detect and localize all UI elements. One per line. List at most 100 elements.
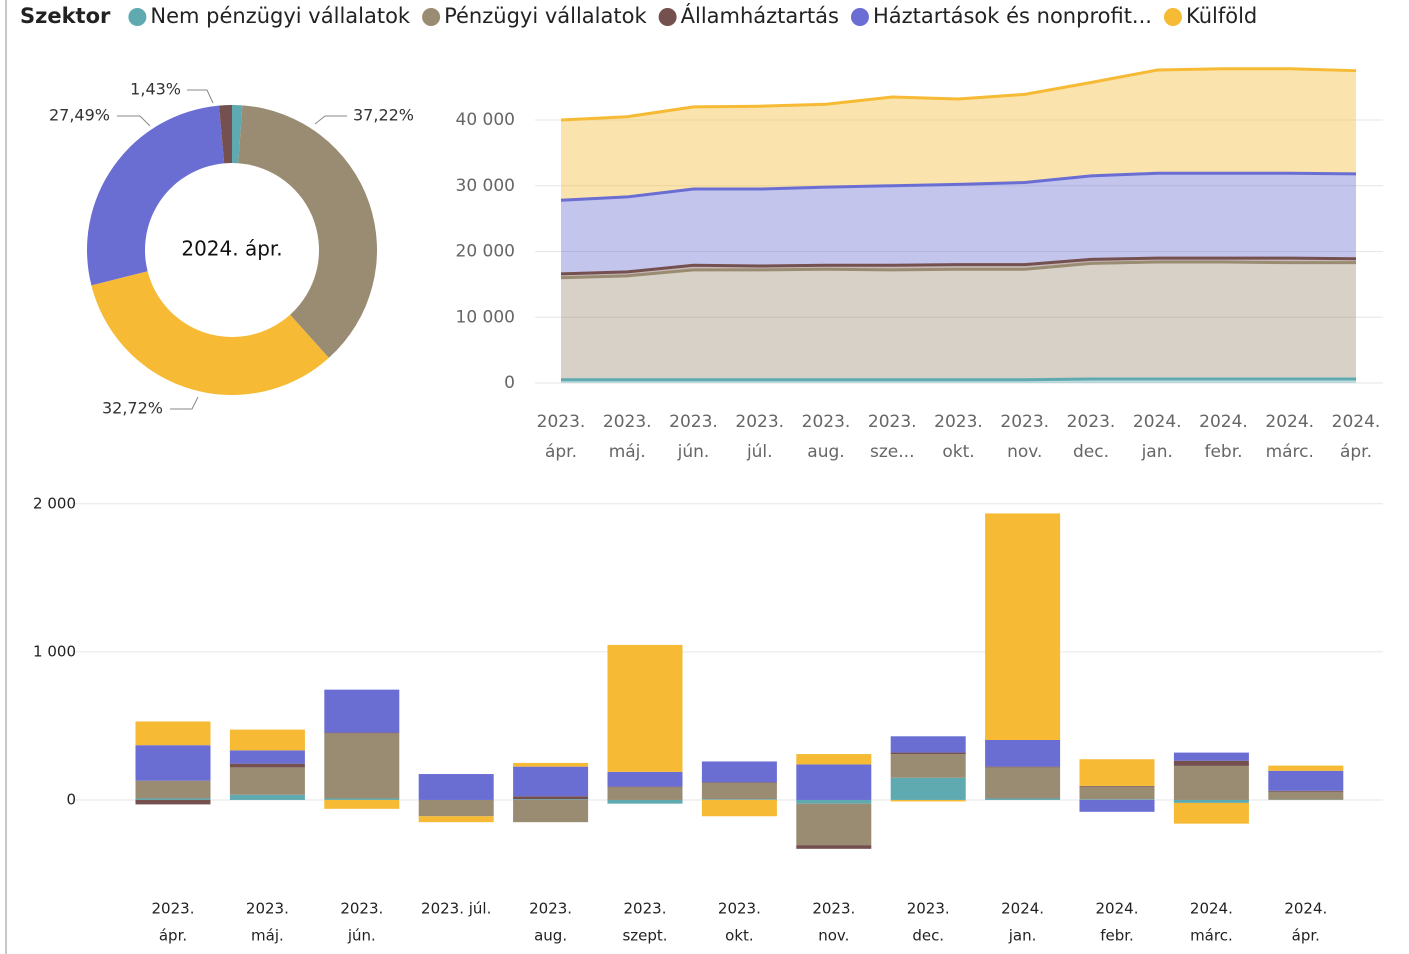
x-tick-label: 2023. (340, 900, 383, 918)
bar-segment (607, 644, 683, 772)
x-tick-label: jan. (1008, 927, 1037, 945)
bar-segment (135, 780, 211, 799)
x-tick-label: 2023. (868, 412, 917, 432)
bar-segment (135, 745, 211, 781)
x-tick-label: okt. (725, 927, 754, 945)
bar-segment (890, 799, 966, 802)
bar-segment (985, 767, 1061, 799)
bar-segment (229, 767, 305, 795)
x-tick-label: jún. (677, 442, 710, 462)
bar-segment (1173, 799, 1249, 803)
x-tick-label: jún. (347, 927, 376, 945)
legend-title: Szektor (20, 4, 111, 28)
bar-segment (796, 845, 872, 849)
bar-segment (985, 513, 1061, 740)
bar-segment (513, 799, 589, 800)
bar-segment (985, 739, 1061, 767)
x-tick-label: 2023. (802, 412, 851, 432)
area-line (560, 67, 1357, 122)
x-tick-label: jan. (1141, 442, 1173, 462)
leader-line (117, 115, 151, 127)
data-label: 27,49% (49, 106, 110, 125)
area-band (561, 173, 1356, 274)
legend-marker (128, 8, 147, 26)
bar-segment (1079, 785, 1155, 787)
y-tick-label: 1 000 (33, 642, 76, 660)
bar-segment (324, 689, 400, 733)
bar-segment (324, 799, 400, 809)
bar-segment (513, 799, 589, 823)
area-line (561, 377, 1356, 382)
bar-segment (1079, 799, 1155, 800)
x-tick-label: ápr. (1340, 442, 1372, 462)
bar-segment (513, 762, 589, 767)
bar-segment (701, 782, 777, 783)
x-tick-label: 2024. (1096, 900, 1139, 918)
x-tick-label: ápr. (1292, 927, 1320, 945)
leader-line (314, 115, 347, 125)
y-tick-label: 0 (66, 790, 76, 808)
x-tick-label: 2024. (1001, 900, 1044, 918)
bar-segment (701, 761, 777, 783)
bar-segment (418, 816, 494, 823)
legend-label: Nem pénzügyi vállalatok (150, 4, 411, 28)
bar-segment (324, 798, 400, 800)
x-tick-label: 2023. (624, 900, 667, 918)
bar-segment (701, 799, 777, 800)
leader-line (187, 89, 214, 104)
bar-segment (1268, 791, 1344, 800)
x-tick-label: 2023. (152, 900, 195, 918)
x-tick-label: 2024. (1190, 900, 1233, 918)
area-band (561, 68, 1356, 201)
bar-segment (229, 794, 305, 800)
bar-segment (135, 721, 211, 746)
legend-label: Külföld (1186, 4, 1257, 28)
x-tick-label: márc. (1190, 927, 1233, 945)
bar-segment (1173, 752, 1249, 761)
bar-segment (607, 786, 683, 788)
donut-slice (87, 105, 225, 286)
x-tick-label: dec. (912, 927, 944, 945)
y-tick-label: 10 000 (456, 307, 515, 327)
bar-segment (796, 799, 872, 804)
x-tick-label: márc. (1266, 442, 1314, 462)
x-tick-label: 2023. (603, 412, 652, 432)
data-label: 37,22% (353, 106, 414, 125)
x-tick-label: 2023. (907, 900, 950, 918)
x-tick-label: szept. (622, 927, 667, 945)
x-tick-label: okt. (942, 442, 974, 462)
bar-segment (796, 764, 872, 800)
area-band (561, 262, 1356, 380)
legend-label: Pénzügyi vállalatok (444, 4, 647, 28)
x-tick-label: 2024. (1284, 900, 1327, 918)
bar-segment (1079, 759, 1155, 786)
area-line (560, 260, 1356, 280)
legend-marker (1163, 8, 1182, 26)
bar-segment (607, 771, 683, 787)
bar-segment (418, 799, 494, 817)
x-tick-label: 2023. (529, 900, 572, 918)
x-tick-label: 2023. (246, 900, 289, 918)
bar-segment (701, 782, 777, 800)
bar-segment (985, 766, 1061, 768)
x-tick-label: febr. (1204, 442, 1242, 462)
y-tick-label: 0 (504, 373, 515, 393)
x-tick-label: aug. (534, 927, 567, 945)
x-tick-label: máj. (251, 927, 284, 945)
x-tick-label: 2024. (1332, 412, 1381, 432)
bar-segment (1173, 765, 1249, 800)
bar-segment (985, 798, 1061, 800)
legend-marker (850, 8, 869, 26)
data-label: 1,43% (130, 80, 181, 99)
donut-slice (238, 105, 377, 358)
area-line (560, 171, 1357, 202)
bar-segment (1079, 786, 1155, 800)
bar-segment (1268, 770, 1344, 791)
bar-segment (607, 799, 683, 804)
x-tick-label: 2023. (1067, 412, 1116, 432)
donut-slice (218, 105, 232, 164)
x-tick-label: febr. (1100, 927, 1134, 945)
bar-segment (324, 732, 400, 734)
bar-segment (229, 763, 305, 768)
